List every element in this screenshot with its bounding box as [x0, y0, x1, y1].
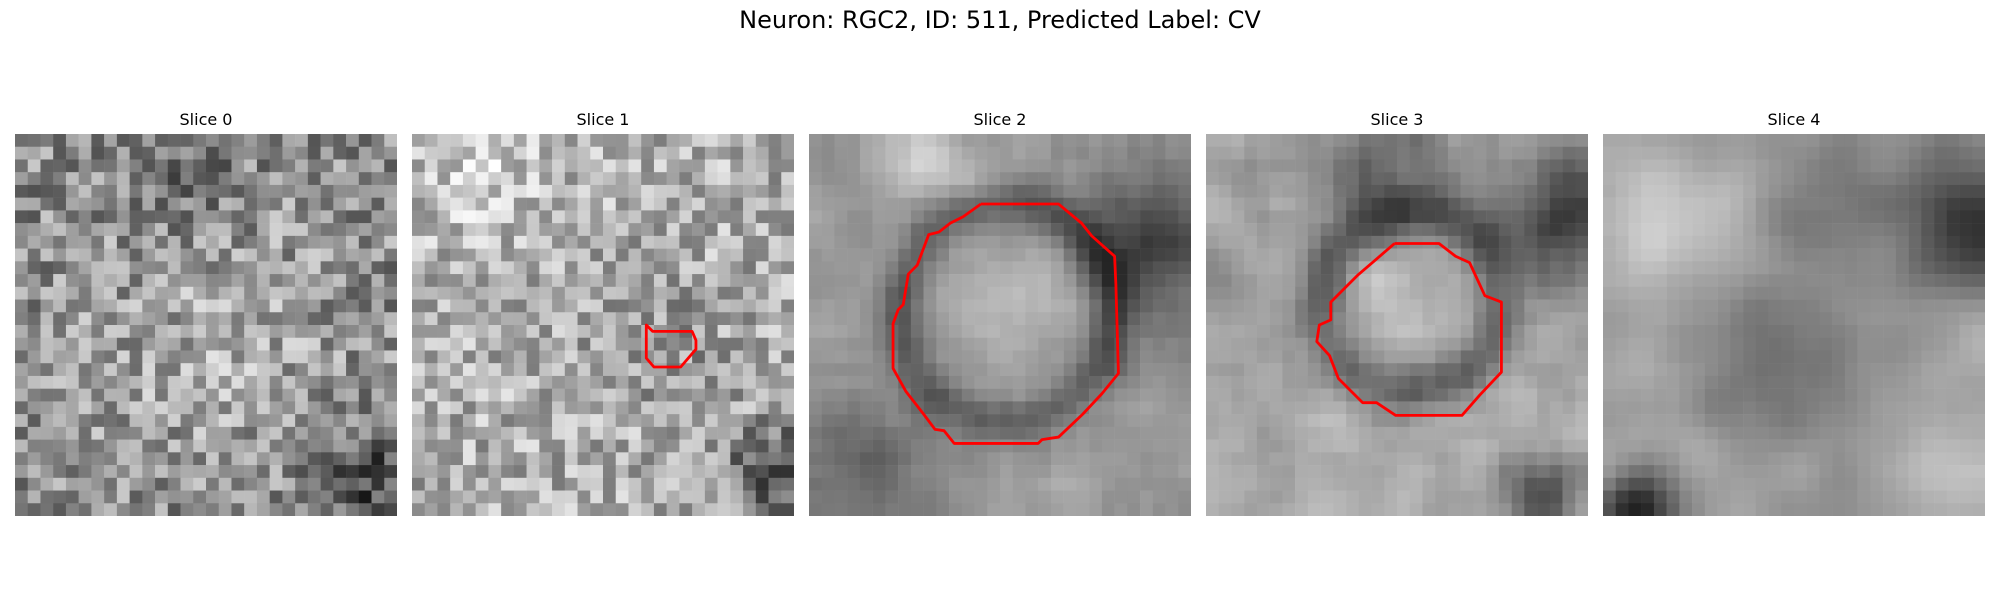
slice-panel-0: Slice 0: [15, 110, 397, 522]
cell-contour: [644, 323, 698, 369]
slice-panel-2: Slice 2: [809, 110, 1191, 522]
slice-title-2: Slice 2: [973, 110, 1027, 129]
cell-contour: [891, 202, 1120, 445]
cell-contour: [1315, 242, 1503, 417]
slice-title-1: Slice 1: [576, 110, 630, 129]
slice-title-3: Slice 3: [1370, 110, 1424, 129]
slice-panel-4: Slice 4: [1603, 110, 1985, 522]
slice-image-4: [1603, 134, 1985, 516]
slice-title-4: Slice 4: [1767, 110, 1821, 129]
slice-image-0: [15, 134, 397, 516]
slice-image-1: [412, 134, 794, 516]
slice-panel-1: Slice 1: [412, 110, 794, 522]
slice-title-0: Slice 0: [179, 110, 233, 129]
figure-title: Neuron: RGC2, ID: 511, Predicted Label: …: [739, 6, 1261, 34]
slice-image-2: [809, 134, 1191, 516]
slice-panel-3: Slice 3: [1206, 110, 1588, 522]
slice-image-3: [1206, 134, 1588, 516]
